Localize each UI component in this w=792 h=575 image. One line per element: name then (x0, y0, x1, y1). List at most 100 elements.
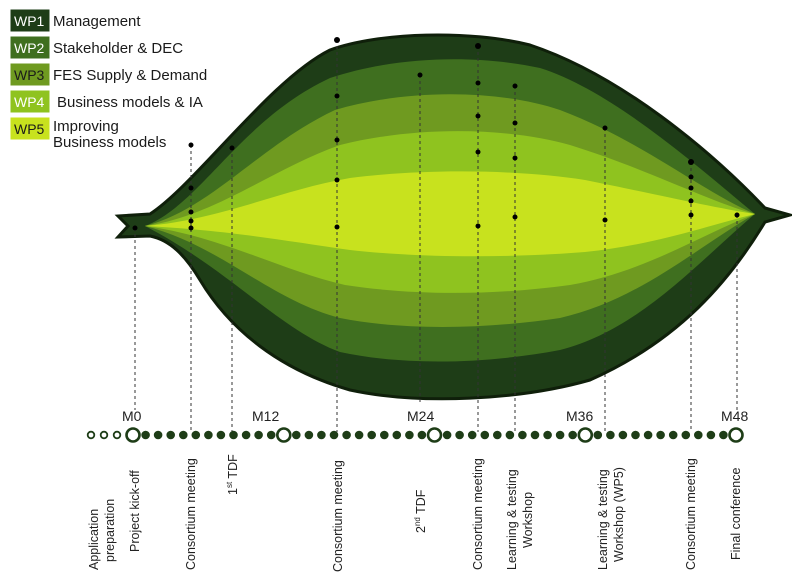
timeline-month-dot (266, 430, 276, 440)
milestone-labels: M0 M12 M24 M36 M48 (122, 408, 748, 424)
legend-item-wp5: WP5 Improving Business models (9, 116, 166, 151)
timeline-month-dot (442, 430, 452, 440)
legend-name-wp5: Improving (53, 118, 119, 135)
timeline-month-dot (493, 430, 502, 440)
timeline-month-dot (643, 430, 653, 440)
timeline-month-dot (518, 430, 527, 440)
timeline-month-dot (631, 430, 640, 440)
event-label-kickoff: Project kick-off (128, 470, 142, 552)
timeline-milestone-marker (125, 427, 141, 443)
event-label-ltw2-2: Workshop (WP5) (612, 467, 626, 562)
timeline-month-dot (141, 430, 150, 440)
timeline-month-dot (694, 430, 703, 440)
timeline-month-dot (593, 430, 603, 440)
timeline (86, 427, 744, 443)
timeline-month-dot (417, 430, 427, 440)
legend-item-wp1: WP1 Management (9, 8, 141, 33)
event-dot (475, 80, 481, 86)
event-dot (188, 209, 194, 215)
event-dot (475, 43, 481, 49)
event-dot (475, 113, 481, 119)
timeline-month-dot (342, 430, 351, 440)
event-dot (334, 137, 340, 143)
timeline-month-dot (354, 430, 364, 440)
timeline-milestone-marker (577, 427, 594, 443)
timeline-milestone-marker (426, 427, 443, 443)
legend-item-wp3: WP3 FES Supply & Demand (9, 62, 207, 87)
legend-code-wp4: WP4 (14, 94, 45, 110)
event-label-final: Final conference (729, 468, 743, 560)
milestone-label-m24: M24 (407, 408, 434, 424)
event-dot (688, 159, 694, 165)
legend-swatch-wp5 (9, 116, 51, 141)
event-dot (334, 177, 340, 183)
timeline-month-dot (505, 430, 515, 440)
timeline-month-dot (367, 430, 377, 440)
event-label-tdf2: 2nd TDF (413, 489, 428, 533)
timeline-month-dot (719, 430, 728, 440)
legend-name-wp1: Management (53, 13, 141, 30)
event-dot (334, 224, 340, 230)
timeline-month-dot (191, 430, 201, 440)
event-label-ltw1-2: Workshop (521, 492, 535, 548)
event-label-ltw1-1: Learning & testing (505, 469, 519, 570)
legend-name-wp3: FES Supply & Demand (53, 67, 207, 84)
timeline-month-dot (380, 430, 389, 440)
legend-item-wp2: WP2 Stakeholder & DEC (9, 35, 183, 60)
event-dot (188, 185, 194, 191)
legend-swatch-wp1 (9, 8, 51, 33)
timeline-month-dot (555, 430, 565, 440)
event-dot (188, 218, 194, 224)
event-dot (512, 83, 518, 89)
event-dot (334, 93, 340, 99)
timeline-month-dot (254, 430, 263, 440)
legend: WP1 Management WP2 Stakeholder & DEC WP3… (9, 8, 207, 151)
event-dots (132, 37, 740, 231)
timeline-milestone-marker (728, 427, 744, 443)
event-dot (475, 149, 481, 155)
timeline-month-dot (229, 430, 238, 440)
event-dot (688, 174, 694, 180)
event-dot (512, 214, 518, 220)
event-label-tdf1: 1st TDF (225, 454, 240, 495)
event-dot (475, 223, 481, 229)
event-dot (417, 72, 423, 78)
timeline-month-dot (216, 430, 226, 440)
timeline-pre-dot (86, 430, 96, 440)
milestone-label-m0: M0 (122, 408, 142, 424)
event-dot (188, 225, 194, 231)
timeline-month-dot (656, 430, 665, 440)
legend-item-wp4: WP4 Business models & IA (9, 89, 203, 114)
timeline-month-dot (329, 430, 339, 440)
legend-name-wp4: Business models & IA (57, 94, 203, 111)
legend-swatch-wp4 (9, 89, 51, 114)
event-dot (229, 145, 235, 151)
event-dot (734, 212, 740, 218)
event-label-cm2: Consortium meeting (331, 460, 345, 572)
event-dot (132, 225, 138, 231)
milestone-label-m12: M12 (252, 408, 279, 424)
event-dot (512, 120, 518, 126)
event-label-application-1: Application (87, 509, 101, 570)
timeline-month-dot (467, 430, 477, 440)
event-dot (688, 212, 694, 218)
event-label-ltw2-1: Learning & testing (596, 469, 610, 570)
event-dot (602, 217, 608, 223)
leaf-wp5-layer (145, 171, 755, 257)
timeline-pre-dot (112, 430, 122, 440)
timeline-month-dot (153, 430, 163, 440)
legend-name2-wp5: Business models (53, 134, 166, 151)
legend-name-wp2: Stakeholder & DEC (53, 40, 183, 57)
leaf (114, 33, 792, 401)
legend-code-wp5: WP5 (14, 121, 45, 137)
event-label-cm4: Consortium meeting (684, 458, 698, 570)
legend-swatch-wp3 (9, 62, 51, 87)
timeline-month-dot (543, 430, 552, 440)
timeline-month-dot (455, 430, 464, 440)
event-dot (188, 142, 194, 148)
timeline-month-dot (179, 430, 188, 440)
legend-code-wp3: WP3 (14, 67, 45, 83)
milestone-label-m48: M48 (721, 408, 748, 424)
milestone-label-m36: M36 (566, 408, 593, 424)
